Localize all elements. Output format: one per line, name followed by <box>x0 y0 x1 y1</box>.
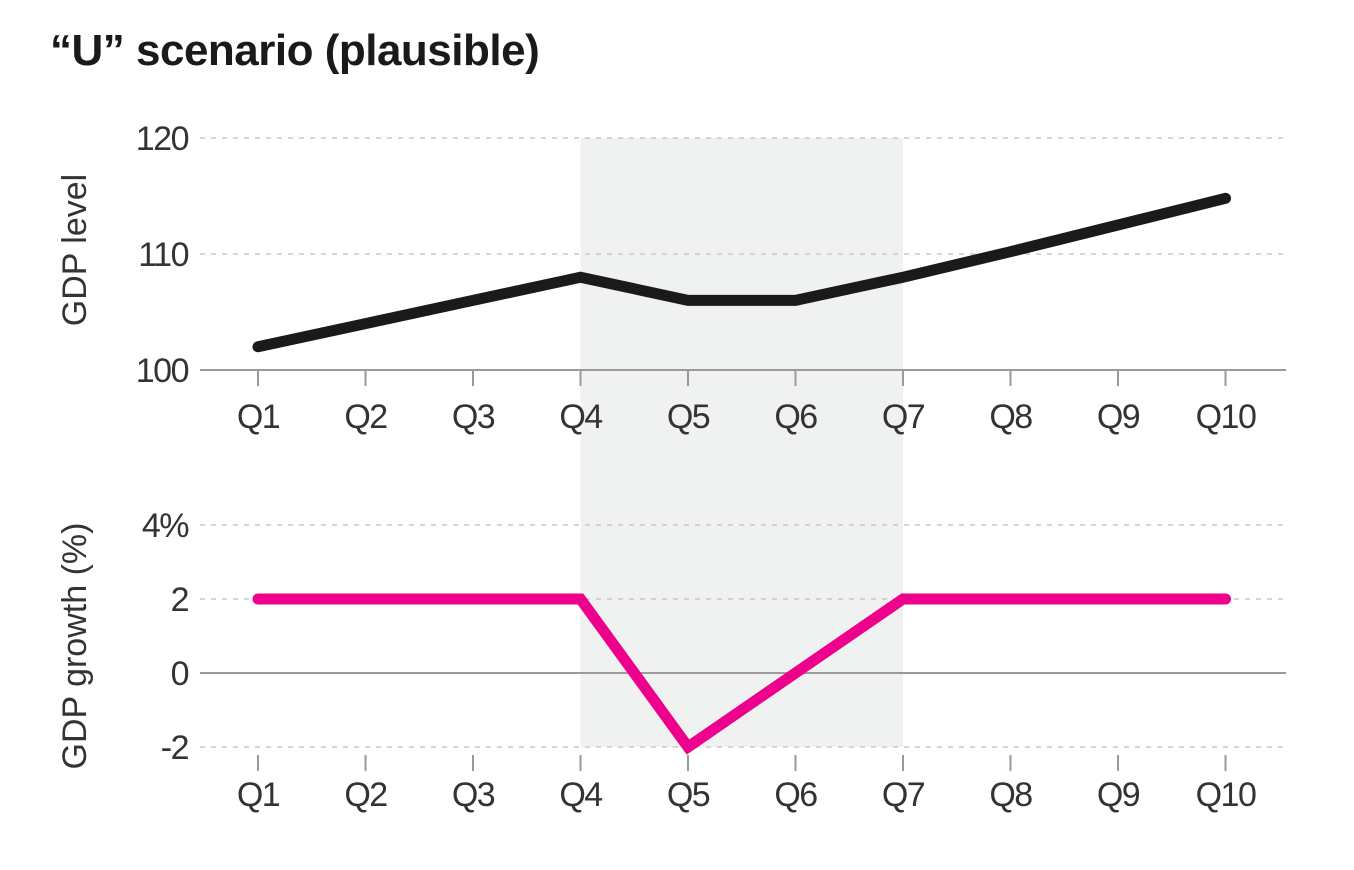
x-tick-label: Q1 <box>237 398 280 436</box>
y-axis-title: GDP growth (%) <box>56 523 94 770</box>
x-tick-label: Q10 <box>1196 398 1256 436</box>
y-tick-label: 2 <box>171 581 189 619</box>
x-tick-label: Q7 <box>882 776 925 814</box>
x-tick-label: Q6 <box>774 398 817 436</box>
x-tick-label: Q4 <box>559 398 602 436</box>
y-tick-label: 110 <box>138 236 188 274</box>
y-tick-label: 100 <box>136 352 189 390</box>
x-tick-label: Q9 <box>1097 398 1140 436</box>
y-tick-label: 0 <box>171 655 189 693</box>
gridline-layer <box>200 137 1286 748</box>
shaded-period-layer <box>580 138 903 747</box>
x-tick-label: Q5 <box>667 398 710 436</box>
x-tick-label: Q9 <box>1097 776 1140 814</box>
y-tick-label: -2 <box>161 729 189 767</box>
y-tick-label: 4% <box>142 507 189 545</box>
gdp-level-line <box>252 192 1231 353</box>
x-tick-label: Q7 <box>882 398 925 436</box>
x-tick-label: Q10 <box>1196 776 1256 814</box>
x-tick-label: Q8 <box>989 776 1032 814</box>
y-axis-title: GDP level <box>56 174 94 326</box>
y-tick-label: 120 <box>136 120 189 158</box>
axis-layer <box>200 369 1286 771</box>
x-tick-label: Q3 <box>452 398 495 436</box>
x-tick-label: Q5 <box>667 776 710 814</box>
shaded-period <box>580 138 903 747</box>
x-tick-label: Q1 <box>237 776 280 814</box>
chart-title: “U” scenario (plausible) <box>50 26 540 75</box>
series-layer <box>252 192 1231 755</box>
gdp-growth-line <box>252 593 1231 755</box>
x-tick-label: Q6 <box>774 776 817 814</box>
x-tick-label: Q4 <box>559 776 602 814</box>
x-tick-label: Q3 <box>452 776 495 814</box>
x-tick-label: Q8 <box>989 398 1032 436</box>
x-tick-label: Q2 <box>344 398 387 436</box>
x-tick-label: Q2 <box>344 776 387 814</box>
